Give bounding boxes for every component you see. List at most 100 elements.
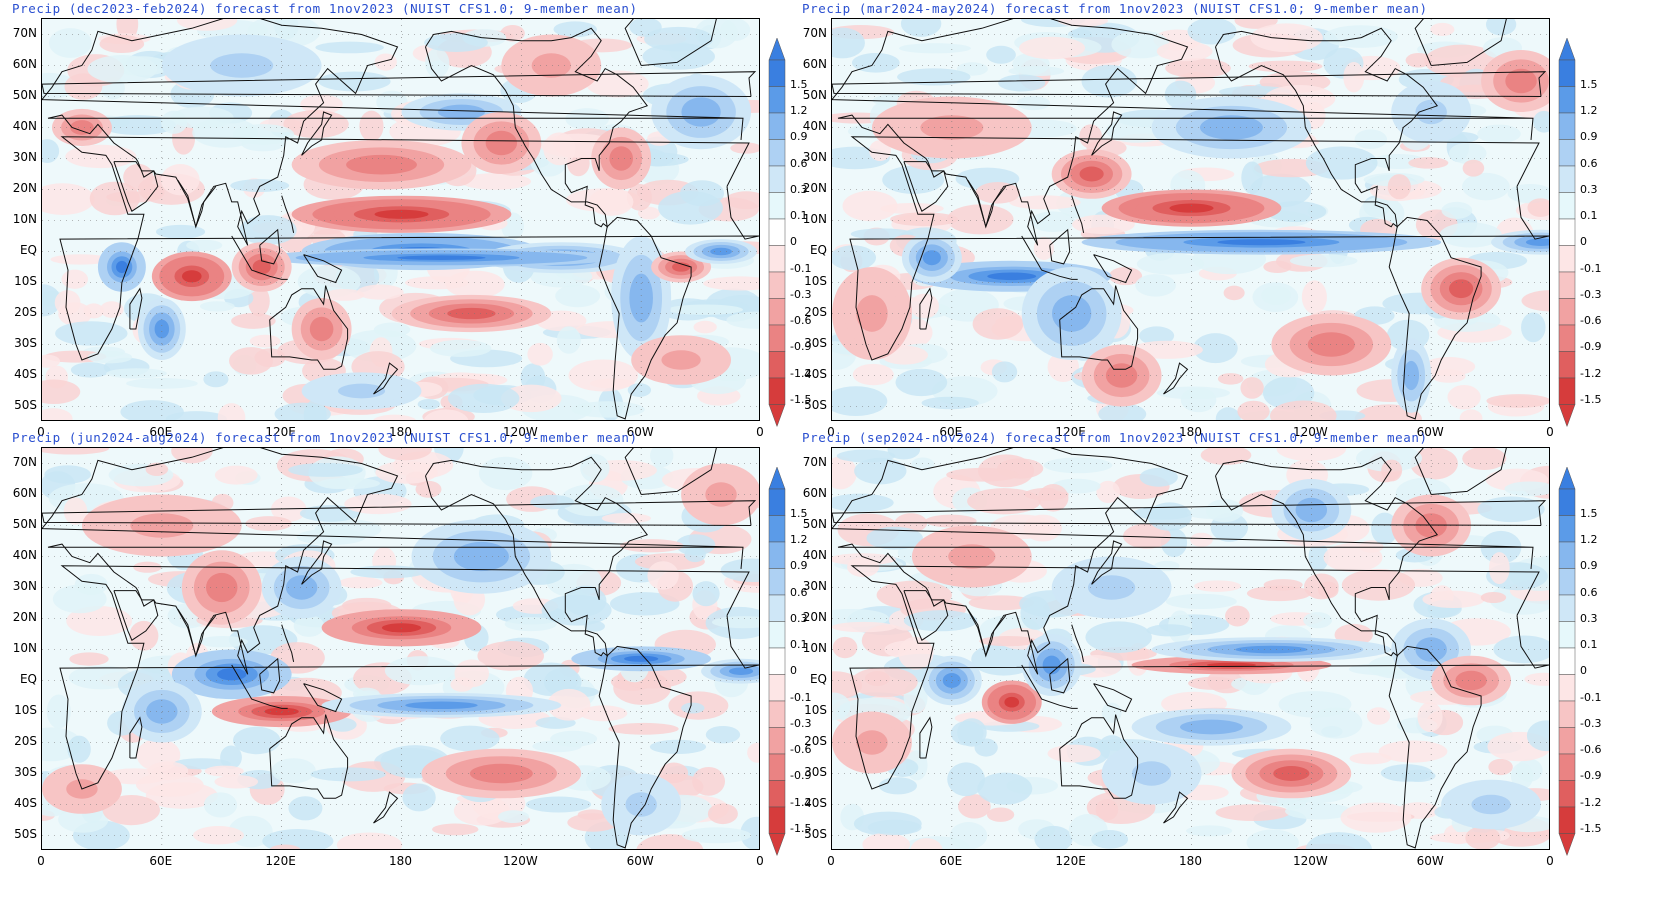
lat-tick-label: EQ [19, 671, 37, 686]
anomaly-region [1199, 115, 1263, 140]
coastline [129, 716, 143, 759]
lon-tick-label: 0 [756, 425, 764, 439]
lon-tick-label: 0 [1546, 425, 1554, 439]
colorbar-swatch [1558, 245, 1576, 273]
colorbar-arrow-bottom [768, 833, 786, 857]
anomaly-patch [650, 448, 674, 468]
anomaly-patch [1139, 467, 1178, 487]
anomaly-region [1505, 68, 1537, 94]
anomaly-patch [425, 48, 450, 78]
anomaly-region [728, 667, 754, 675]
anomaly-patch [1270, 400, 1337, 420]
anomaly-region [856, 295, 888, 332]
anomaly-region [381, 623, 422, 633]
anomaly-patch [310, 767, 386, 782]
anomaly-patch [271, 758, 316, 784]
anomaly-patch [1123, 523, 1171, 549]
anomaly-patch [1507, 183, 1549, 204]
colorbar-swatch [768, 621, 786, 649]
anomaly-patch [430, 339, 492, 357]
anomaly-region [609, 146, 633, 171]
anomaly-patch [947, 204, 1014, 235]
colorbar-swatch [1558, 568, 1576, 596]
coastline [624, 448, 717, 495]
anomaly-patch [65, 144, 137, 169]
anomaly-patch [1008, 66, 1065, 77]
colorbar [1558, 38, 1576, 428]
coastline [1093, 254, 1133, 284]
colorbar-label: -1.5 [790, 392, 812, 406]
lon-tick-label: 60E [939, 854, 963, 868]
coastline [113, 161, 159, 212]
colorbar-label: -1.5 [1580, 392, 1602, 406]
colorbar-swatch [768, 351, 786, 379]
lon-tick-label: 120E [265, 854, 296, 868]
anomaly-patch [342, 597, 392, 613]
anomaly-patch [415, 480, 442, 498]
anomaly-region [1449, 279, 1474, 299]
colorbar-swatch [768, 59, 786, 87]
anomaly-patch [975, 182, 1021, 204]
anomaly-patch [67, 735, 91, 763]
anomaly-region [485, 130, 518, 156]
colorbar-swatch [1558, 192, 1576, 220]
anomaly-patch [220, 745, 242, 770]
anomaly-patch [647, 561, 679, 590]
colorbar-label: 0.9 [790, 130, 808, 144]
anomaly-patch [568, 359, 639, 392]
anomaly-patch [1240, 377, 1264, 399]
colorbar-label: -0.9 [1580, 340, 1602, 354]
coastline [1215, 456, 1439, 657]
anomaly-patch [527, 342, 553, 366]
colorbar-label: -1.5 [1580, 821, 1602, 835]
anomaly-patch [269, 844, 301, 849]
colorbar-swatch [1558, 806, 1576, 834]
colorbar-arrow-top [768, 38, 786, 61]
anomaly-patch [1043, 457, 1113, 474]
colorbar-label: 0.3 [1580, 182, 1598, 196]
anomaly-patch [1108, 266, 1143, 286]
anomaly-patch [160, 164, 200, 196]
anomaly-field [832, 19, 1549, 420]
lat-tick-label: EQ [809, 671, 827, 686]
anomaly-region [210, 53, 274, 78]
anomaly-region [453, 541, 509, 572]
colorbar-label: 1.5 [1580, 78, 1598, 91]
anomaly-patch [217, 403, 246, 420]
coastline [1021, 664, 1078, 709]
anomaly-patch [1387, 174, 1411, 200]
anomaly-region [1169, 203, 1214, 213]
anomaly-patch [69, 652, 109, 666]
colorbar-label: 0.3 [1580, 611, 1598, 625]
anomaly-patch [102, 795, 160, 826]
anomaly-region [856, 730, 888, 755]
anomaly-patch [911, 457, 935, 471]
lat-tick-label: 30S [804, 764, 827, 779]
anomaly-patch [230, 179, 290, 193]
anomaly-patch [1485, 19, 1517, 36]
coastline [832, 448, 1534, 675]
coastline [303, 683, 343, 713]
anomaly-patch [384, 656, 458, 686]
lat-tick-label: 20N [802, 180, 827, 195]
anomaly-patch [214, 465, 258, 485]
anomaly-patch [898, 43, 971, 54]
anomaly-patch [832, 386, 888, 417]
colorbar-label: 1.2 [790, 533, 808, 547]
anomaly-patch [424, 33, 488, 52]
colorbar-label: 0 [790, 664, 797, 678]
lon-tick-label: 0 [827, 425, 835, 439]
anomaly-patch [1323, 25, 1398, 48]
anomaly-patch [42, 379, 81, 405]
anomaly-region [447, 307, 496, 320]
anomaly-patch [986, 807, 1015, 822]
colorbar-swatch [768, 298, 786, 326]
lat-tick-label: 10N [12, 640, 37, 655]
colorbar-swatch [1558, 647, 1576, 675]
anomaly-patch [520, 363, 546, 392]
colorbar-label: 1.2 [1580, 104, 1598, 118]
colorbar-label: 0 [790, 235, 797, 249]
anomaly-patch [681, 827, 752, 844]
colorbar-swatch [768, 700, 786, 728]
coastline [269, 714, 349, 799]
